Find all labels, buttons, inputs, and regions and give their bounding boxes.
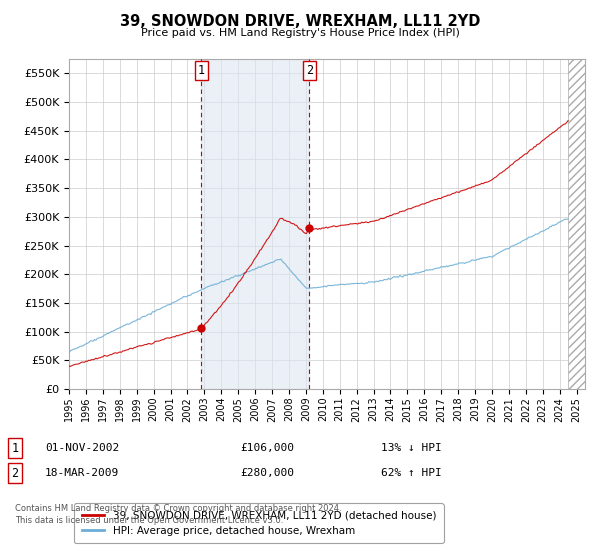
Text: 18-MAR-2009: 18-MAR-2009 xyxy=(45,468,119,478)
Text: 39, SNOWDON DRIVE, WREXHAM, LL11 2YD: 39, SNOWDON DRIVE, WREXHAM, LL11 2YD xyxy=(120,14,480,29)
Text: 01-NOV-2002: 01-NOV-2002 xyxy=(45,443,119,453)
Text: 2: 2 xyxy=(306,64,313,77)
Text: 1: 1 xyxy=(11,441,19,455)
Bar xyxy=(202,59,310,389)
Text: £280,000: £280,000 xyxy=(240,468,294,478)
Bar xyxy=(568,59,585,389)
Text: 13% ↓ HPI: 13% ↓ HPI xyxy=(381,443,442,453)
Text: 62% ↑ HPI: 62% ↑ HPI xyxy=(381,468,442,478)
Text: 1: 1 xyxy=(198,64,205,77)
Text: £106,000: £106,000 xyxy=(240,443,294,453)
Text: 2: 2 xyxy=(11,466,19,480)
Text: Contains HM Land Registry data © Crown copyright and database right 2024.
This d: Contains HM Land Registry data © Crown c… xyxy=(15,504,341,525)
Text: Price paid vs. HM Land Registry's House Price Index (HPI): Price paid vs. HM Land Registry's House … xyxy=(140,28,460,38)
Legend: 39, SNOWDON DRIVE, WREXHAM, LL11 2YD (detached house), HPI: Average price, detac: 39, SNOWDON DRIVE, WREXHAM, LL11 2YD (de… xyxy=(74,503,443,543)
